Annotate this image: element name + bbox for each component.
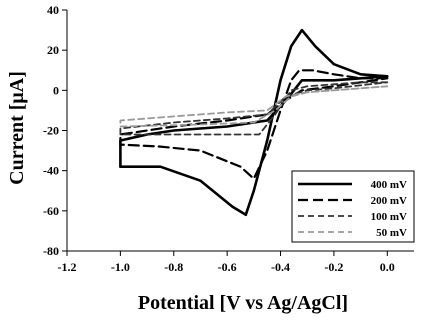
legend-items: 400 mV 200 mV 100 mV 50 mV [298,179,407,239]
x-tick-label: -1.0 [111,260,130,274]
y-tick-label: -80 [43,244,59,258]
series-line-400-mv [119,28,389,217]
x-tick-label: -0.6 [218,260,237,274]
x-tick-label: -1.2 [58,260,77,274]
y-tick-label: -60 [43,204,59,218]
series-line-200-mv [119,69,389,180]
series-layer [119,28,389,217]
x-tick-label: -0.8 [164,260,183,274]
legend-label: 50 mV [376,227,407,239]
x-ticks: -1.2 -1.0 -0.8 -0.6 -0.4 -0.2 0.0 [58,251,395,274]
y-tick-label: 20 [47,43,59,57]
series-line-50-mv [119,85,389,128]
y-tick-label: -20 [43,124,59,138]
x-tick-label: 0.0 [380,260,395,274]
x-tick-label: -0.4 [271,260,290,274]
legend-label: 400 mV [371,179,407,191]
legend-label: 100 mV [371,211,407,223]
x-axis-title: Potential [V vs Ag/AgCl] [138,292,348,314]
y-tick-label: 40 [47,3,59,17]
y-tick-label: 0 [53,83,59,97]
y-tick-label: -40 [43,164,59,178]
legend: 400 mV 200 mV 100 mV 50 mV [291,170,415,243]
y-ticks: -80 -60 -40 -20 0 20 40 [43,3,67,258]
y-axis-title: Current [μA] [6,71,28,185]
x-tick-label: -0.2 [324,260,343,274]
legend-label: 200 mV [371,195,407,207]
